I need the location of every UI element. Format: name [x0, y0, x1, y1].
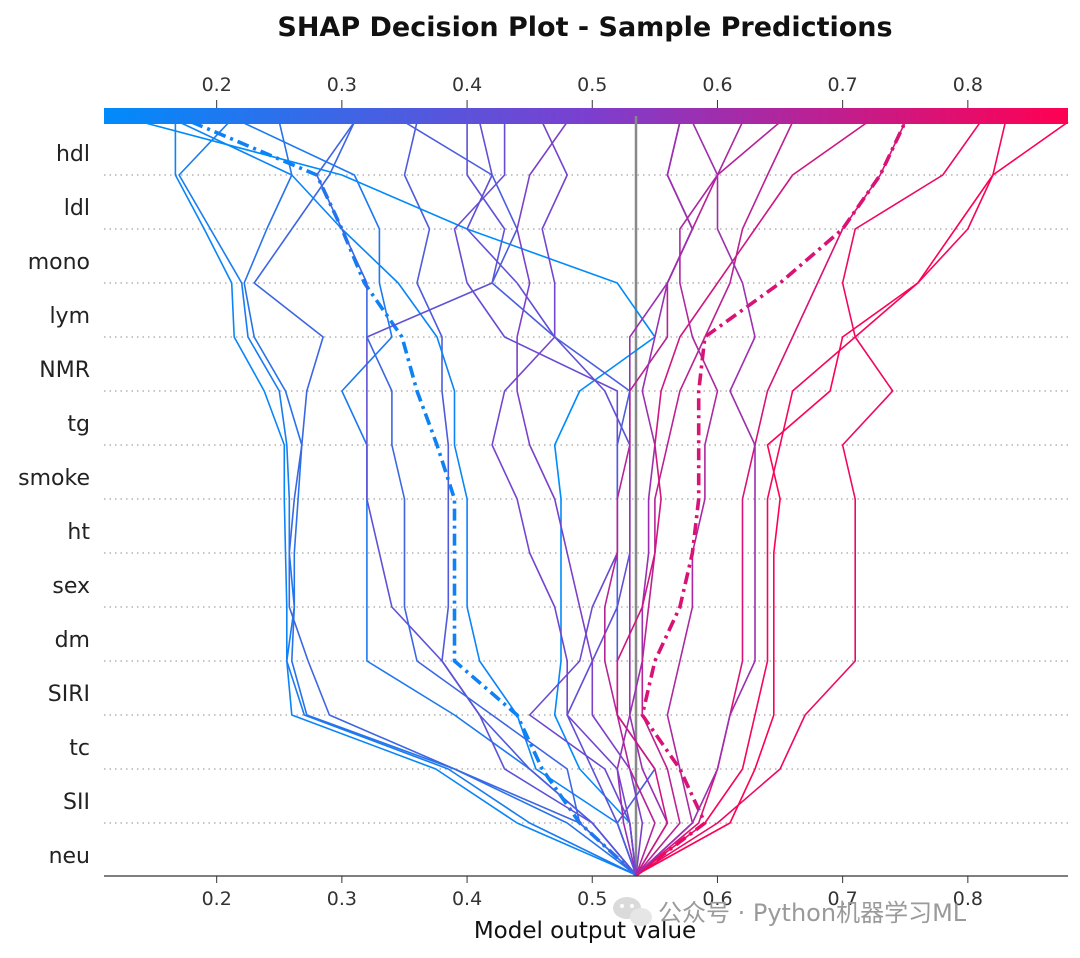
feature-label-sex: sex [52, 574, 90, 599]
feature-label-smoke: smoke [18, 466, 90, 491]
top-tick-label: 0.4 [452, 74, 482, 96]
decision-line-sample-28 [635, 121, 756, 876]
decision-line-sample-12 [366, 122, 637, 876]
top-tick-label: 0.2 [202, 74, 232, 96]
decision-line-sample-27 [616, 121, 869, 876]
top-tick-label: 0.3 [327, 74, 357, 96]
decision-line-sample-16 [491, 121, 637, 876]
decision-line-sample-3 [243, 121, 637, 876]
decision-line-sample-2 [178, 121, 637, 876]
decision-line-sample-9 [141, 121, 656, 876]
feature-label-ht: ht [67, 520, 90, 545]
feature-label-dm: dm [55, 628, 90, 653]
decision-line-sample-19 [629, 121, 694, 876]
bottom-tick-label: 0.7 [828, 888, 858, 910]
decision-line-sample-26 [635, 121, 1069, 876]
bottom-axis-ticks: 0.2 0.3 0.4 0.5 0.6 0.7 0.8 [202, 876, 983, 910]
wechat-icon [613, 897, 652, 926]
feature-labels: hdl ldl mono lym NMR tg smoke ht sex dm SIRI tc SII n… [18, 142, 90, 869]
watermark: 公众号 · Python机器学习ML [613, 897, 967, 927]
decision-line-sample-25 [635, 121, 982, 876]
decision-line-sample-17 [516, 121, 644, 876]
top-tick-label: 0.5 [577, 74, 607, 96]
bottom-tick-label: 0.2 [202, 888, 232, 910]
bottom-tick-label: 0.3 [327, 888, 357, 910]
top-tick-label: 0.6 [702, 74, 732, 96]
decision-line-sample-21 [635, 121, 744, 876]
decision-lines [141, 120, 1069, 877]
top-axis-ticks: 0.2 0.3 0.4 0.5 0.6 0.7 0.8 [202, 74, 983, 108]
x-axis-label: Model output value [474, 918, 696, 944]
decision-line-sample-4 [253, 121, 637, 876]
decision-line-sample-22 [635, 121, 907, 877]
feature-label-hdl: hdl [56, 142, 90, 167]
bottom-tick-label: 0.4 [452, 888, 482, 910]
decision-line-sample-13 [316, 121, 637, 876]
top-tick-label: 0.7 [828, 74, 858, 96]
decision-line-sample-6 [403, 121, 637, 876]
colorbar [104, 108, 1068, 124]
feature-label-ldl: ldl [64, 196, 90, 221]
decision-line-sample-1 [174, 122, 637, 876]
bottom-tick-label: 0.8 [953, 888, 983, 910]
bottom-tick-label: 0.6 [702, 888, 732, 910]
feature-label-sii: SII [63, 790, 90, 815]
feature-label-nmr: NMR [39, 358, 90, 383]
feature-label-neu: neu [49, 844, 90, 869]
feature-label-tc: tc [69, 736, 90, 761]
feature-label-lym: lym [49, 304, 90, 329]
feature-label-mono: mono [28, 250, 90, 275]
feature-label-siri: SIRI [48, 682, 90, 707]
decision-line-sample-24 [635, 121, 1007, 876]
watermark-text: 公众号 · Python机器学习ML [658, 899, 967, 927]
decision-line-sample-20 [635, 121, 794, 876]
feature-label-tg: tg [67, 412, 90, 437]
bottom-tick-label: 0.5 [577, 888, 607, 910]
decision-line-sample-8 [178, 121, 637, 876]
top-tick-label: 0.8 [953, 74, 983, 96]
chart-title: SHAP Decision Plot - Sample Predictions [277, 12, 892, 43]
